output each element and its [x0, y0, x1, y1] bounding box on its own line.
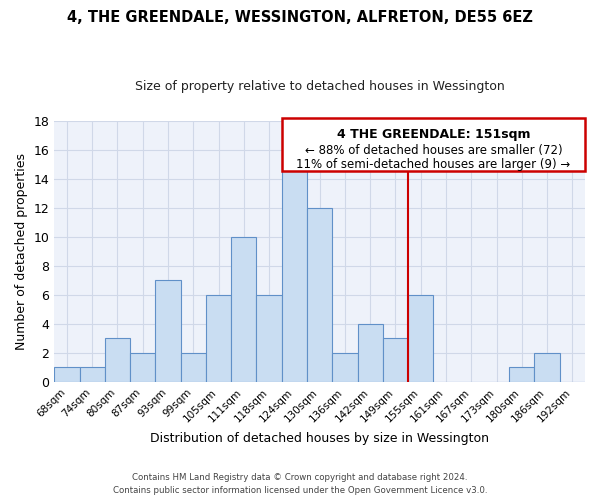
- Bar: [332, 353, 358, 382]
- Text: Contains HM Land Registry data © Crown copyright and database right 2024.
Contai: Contains HM Land Registry data © Crown c…: [113, 473, 487, 495]
- Bar: [206, 295, 231, 382]
- Bar: [105, 338, 130, 382]
- Text: ← 88% of detached houses are smaller (72): ← 88% of detached houses are smaller (72…: [305, 144, 562, 157]
- Text: 11% of semi-detached houses are larger (9) →: 11% of semi-detached houses are larger (…: [296, 158, 571, 172]
- Bar: [130, 353, 155, 382]
- Bar: [54, 368, 80, 382]
- Bar: [155, 280, 181, 382]
- Title: Size of property relative to detached houses in Wessington: Size of property relative to detached ho…: [135, 80, 505, 93]
- Bar: [80, 368, 105, 382]
- Bar: [383, 338, 408, 382]
- Bar: [282, 164, 307, 382]
- FancyBboxPatch shape: [282, 118, 585, 172]
- Bar: [181, 353, 206, 382]
- Text: 4 THE GREENDALE: 151sqm: 4 THE GREENDALE: 151sqm: [337, 128, 530, 141]
- Bar: [231, 236, 256, 382]
- Text: 4, THE GREENDALE, WESSINGTON, ALFRETON, DE55 6EZ: 4, THE GREENDALE, WESSINGTON, ALFRETON, …: [67, 10, 533, 25]
- Bar: [307, 208, 332, 382]
- Bar: [509, 368, 535, 382]
- X-axis label: Distribution of detached houses by size in Wessington: Distribution of detached houses by size …: [150, 432, 489, 445]
- Bar: [358, 324, 383, 382]
- Y-axis label: Number of detached properties: Number of detached properties: [15, 153, 28, 350]
- Bar: [256, 295, 282, 382]
- Bar: [535, 353, 560, 382]
- Bar: [408, 295, 433, 382]
